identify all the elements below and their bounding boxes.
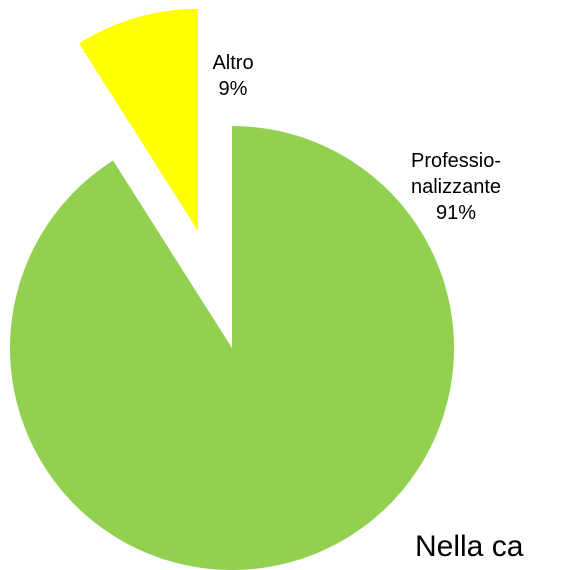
slice-label: Professio-nalizzante 91% (400, 148, 512, 226)
pie-slice (79, 8, 198, 231)
pie-slice (9, 126, 454, 570)
category-label: Altro (212, 52, 254, 74)
category-label: Professio-nalizzante (410, 150, 502, 198)
value-label: 91% (435, 202, 477, 224)
slice-label: Altro 9% (185, 50, 281, 102)
annotation: Nella ca (415, 530, 524, 563)
value-label: 9% (218, 78, 248, 100)
